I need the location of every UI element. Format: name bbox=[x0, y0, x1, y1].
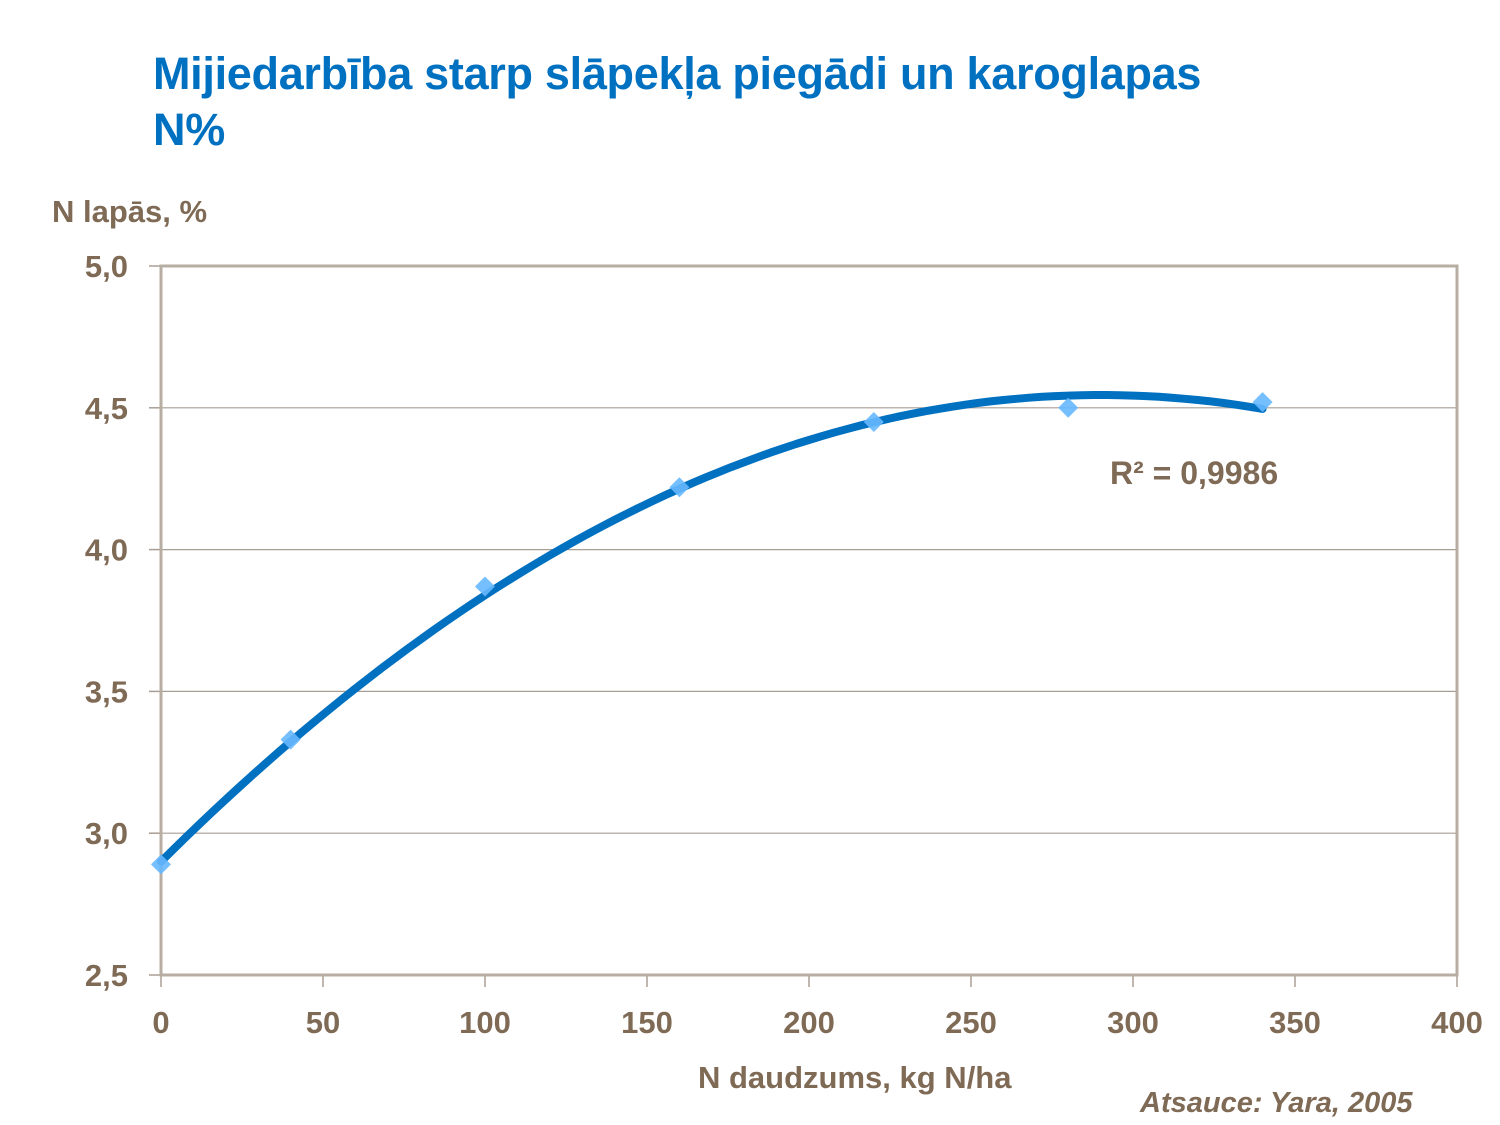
y-axis-title: N lapās, % bbox=[52, 194, 208, 229]
chart-title-line-1: Mijiedarbība starp slāpekļa piegādi un k… bbox=[153, 48, 1202, 99]
chart-title: Mijiedarbība starp slāpekļa piegādi un k… bbox=[153, 46, 1453, 158]
trendline bbox=[157, 391, 1267, 866]
y-tick-label: 3,5 bbox=[85, 674, 128, 709]
x-tick-label: 150 bbox=[621, 1005, 673, 1040]
data-point-diamond-icon bbox=[151, 854, 171, 875]
x-tick-label: 350 bbox=[1269, 1005, 1321, 1040]
x-tick-label: 50 bbox=[306, 1005, 340, 1040]
data-point-diamond-icon bbox=[475, 576, 495, 597]
y-axis-ticks: 2,5 3,0 3,5 4,0 4,5 5,0 bbox=[85, 249, 161, 993]
data-markers bbox=[151, 392, 1273, 875]
data-point-diamond-icon bbox=[1058, 397, 1079, 418]
source-citation: Atsauce: Yara, 2005 bbox=[1140, 1087, 1413, 1119]
y-tick-label: 2,5 bbox=[85, 958, 128, 993]
plot-area-border bbox=[159, 264, 1459, 977]
y-tick-label: 4,0 bbox=[85, 533, 128, 568]
x-tick-label: 300 bbox=[1107, 1005, 1159, 1040]
x-axis-ticks: 0 50 100 150 200 250 300 350 400 bbox=[152, 975, 1483, 1040]
x-tick-label: 200 bbox=[783, 1005, 835, 1040]
x-tick-label: 0 bbox=[152, 1005, 169, 1040]
y-tick-label: 5,0 bbox=[85, 249, 128, 284]
x-axis-title: N daudzums, kg N/ha bbox=[698, 1060, 1012, 1095]
data-point-diamond-icon bbox=[863, 411, 884, 432]
y-tick-label: 3,0 bbox=[85, 816, 128, 851]
data-point-diamond-icon bbox=[280, 729, 301, 750]
y-tick-label: 4,5 bbox=[85, 391, 128, 426]
chart-title-line-2: N% bbox=[153, 104, 225, 155]
x-tick-label: 100 bbox=[459, 1005, 511, 1040]
data-point-diamond-icon bbox=[1252, 392, 1273, 413]
r-squared-annotation: R² = 0,9986 bbox=[1110, 455, 1278, 491]
x-tick-label: 250 bbox=[945, 1005, 997, 1040]
x-tick-label: 400 bbox=[1431, 1005, 1483, 1040]
data-point-diamond-icon bbox=[669, 477, 690, 498]
